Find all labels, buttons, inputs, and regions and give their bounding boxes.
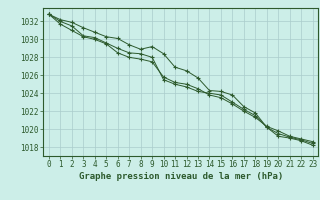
X-axis label: Graphe pression niveau de la mer (hPa): Graphe pression niveau de la mer (hPa) — [79, 172, 283, 181]
